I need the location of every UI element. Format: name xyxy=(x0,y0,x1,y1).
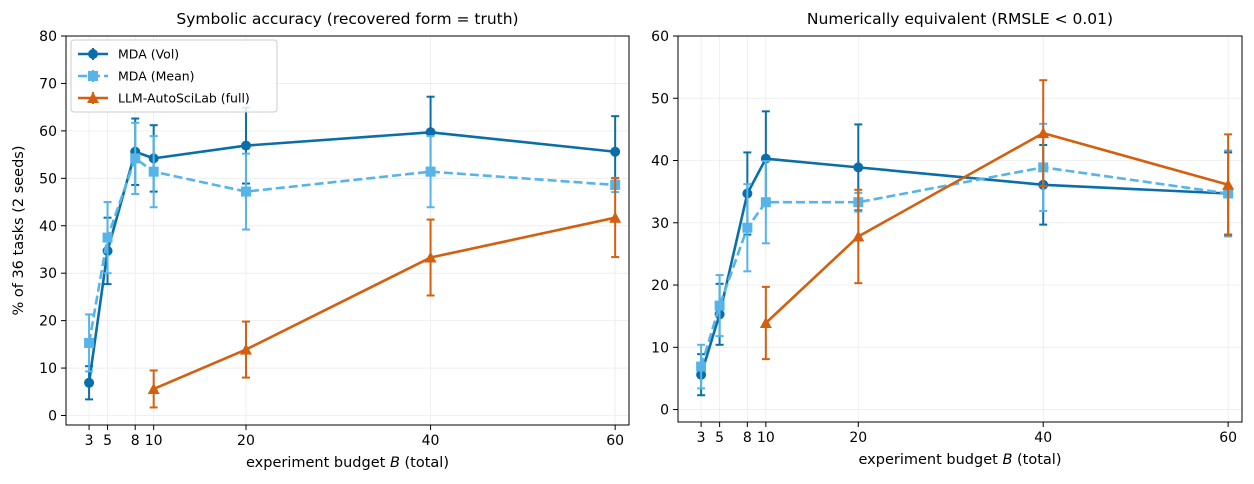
series-circle xyxy=(84,95,621,401)
y-tick-label: 50 xyxy=(651,91,669,107)
y-tick-label: 60 xyxy=(39,124,57,140)
data-point xyxy=(609,211,622,223)
y-tick-label: 20 xyxy=(39,314,57,330)
legend-label: MDA (Mean) xyxy=(118,69,195,84)
y-tick-label: 10 xyxy=(651,340,669,356)
x-tick-label: 3 xyxy=(697,430,706,446)
x-tick-label: 5 xyxy=(715,430,724,446)
data-point xyxy=(147,382,160,394)
plot-frame xyxy=(677,35,1243,423)
data-point xyxy=(1037,127,1050,139)
x-axis-label-var: B xyxy=(1002,452,1012,468)
data-point xyxy=(84,337,95,348)
data-point xyxy=(102,232,113,243)
series-line xyxy=(764,131,1229,324)
data-point xyxy=(425,166,436,177)
data-point xyxy=(239,343,252,355)
x-tick-label: 8 xyxy=(743,430,752,446)
data-point xyxy=(240,140,251,151)
data-point xyxy=(852,230,865,242)
y-axis-label: % of 36 tasks (2 seeds) xyxy=(11,145,27,315)
y-tick-label: 30 xyxy=(651,216,669,232)
series-line xyxy=(87,157,616,344)
chart-title: Symbolic accuracy (recovered form = trut… xyxy=(176,10,518,28)
data-point xyxy=(1222,178,1235,190)
series-triangle xyxy=(759,79,1235,361)
data-point xyxy=(853,162,864,173)
x-axis-label-text: experiment budget xyxy=(859,452,1003,468)
data-point xyxy=(240,186,251,197)
legend-label: MDA (Vol) xyxy=(118,47,179,62)
data-point xyxy=(148,166,159,177)
y-tick-label: 60 xyxy=(651,29,669,45)
series-triangle xyxy=(147,177,622,409)
x-tick-label: 40 xyxy=(1034,430,1052,446)
x-tick-label: 3 xyxy=(85,433,94,449)
x-axis-label: experiment budget B (total) xyxy=(859,452,1062,468)
data-point xyxy=(759,317,772,329)
legend-marker xyxy=(88,49,98,59)
x-tick-label: 10 xyxy=(757,430,775,446)
series-circle xyxy=(696,110,1234,397)
legend: MDA (Vol) MDA (Mean) LLM-AutoSciLab (full) xyxy=(70,39,278,113)
plot-frame xyxy=(65,35,630,426)
x-tick-label: 8 xyxy=(131,433,140,449)
x-tick-label: 20 xyxy=(849,430,867,446)
y-tick-label: 80 xyxy=(39,29,57,45)
series-square xyxy=(84,121,621,373)
y-tick-label: 30 xyxy=(39,266,57,282)
chart-title: Numerically equivalent (RMSLE < 0.01) xyxy=(807,10,1113,28)
x-axis-label-var: B xyxy=(390,455,400,471)
y-tick-label: 70 xyxy=(39,76,57,92)
data-point xyxy=(760,197,771,208)
series-line xyxy=(699,157,1229,376)
x-axis-label-unit: (total) xyxy=(400,455,449,471)
y-tick-label: 0 xyxy=(48,409,57,425)
legend-label: LLM-AutoSciLab (full) xyxy=(118,91,250,106)
legend-box xyxy=(70,39,278,113)
y-tick-label: 40 xyxy=(651,154,669,170)
x-tick-label: 40 xyxy=(422,433,440,449)
x-axis-label-text: experiment budget xyxy=(246,455,390,471)
legend-marker xyxy=(88,71,98,81)
data-point xyxy=(742,222,753,233)
x-axis-label-unit: (total) xyxy=(1012,452,1061,468)
x-tick-label: 10 xyxy=(145,433,163,449)
x-tick-label: 5 xyxy=(103,433,112,449)
y-tick-label: 50 xyxy=(39,171,57,187)
data-point xyxy=(130,153,141,164)
chart-panel-1: 3 5 8 10 20 40 60 0 10 20 30 40 50 60 70 80 Symbolic acc… xyxy=(11,10,630,471)
y-tick-label: 10 xyxy=(39,361,57,377)
data-point xyxy=(84,377,95,388)
series-line xyxy=(699,166,1229,367)
chart-panel-2: 3 5 8 10 20 40 60 0 10 20 30 40 50 60 Numerically equi… xyxy=(651,10,1243,468)
x-tick-label: 60 xyxy=(606,433,624,449)
data-point xyxy=(696,361,707,372)
data-point xyxy=(610,146,621,157)
y-tick-label: 40 xyxy=(39,219,57,235)
series-line xyxy=(153,216,616,391)
data-point xyxy=(425,127,436,138)
x-axis-label: experiment budget B (total) xyxy=(246,455,449,471)
y-tick-label: 20 xyxy=(651,278,669,294)
x-tick-label: 20 xyxy=(237,433,255,449)
data-point xyxy=(714,300,725,311)
series-line xyxy=(87,131,616,383)
y-tick-label: 0 xyxy=(660,403,669,419)
data-point xyxy=(424,251,437,263)
legend-marker xyxy=(87,92,99,103)
x-tick-label: 60 xyxy=(1219,430,1237,446)
